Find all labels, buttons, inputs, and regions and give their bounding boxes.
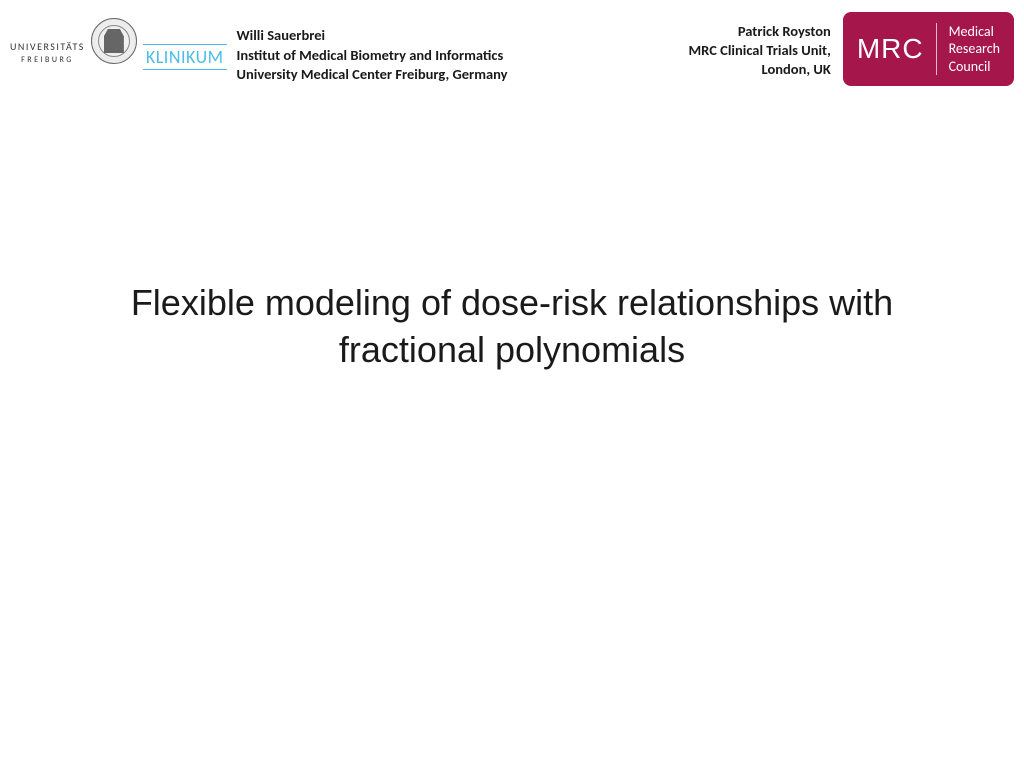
slide-title: Flexible modeling of dose-risk relations… (80, 280, 944, 374)
left-author-name: Willi Sauerbrei (237, 26, 508, 46)
mrc-word-1: Medical (949, 23, 1000, 41)
slide-header: UNIVERSITÄTS FREIBURG KLINIKUM Willi Sau… (0, 0, 1024, 86)
university-logo-text: UNIVERSITÄTS FREIBURG (10, 12, 85, 65)
uni-logo-line1: UNIVERSITÄTS (10, 40, 85, 53)
left-author-affiliation: Willi Sauerbrei Institut of Medical Biom… (237, 26, 508, 85)
university-seal-icon (91, 18, 137, 64)
mrc-logo: MRC Medical Research Council (843, 12, 1014, 86)
right-author-affiliation: Patrick Royston MRC Clinical Trials Unit… (689, 22, 831, 79)
right-affiliation-line2: London, UK (689, 60, 831, 79)
left-affiliation-line1: Institut of Medical Biometry and Informa… (237, 46, 508, 66)
right-author-name: Patrick Royston (689, 22, 831, 41)
mrc-logo-abbrev: MRC (857, 33, 924, 65)
mrc-word-2: Research (949, 40, 1000, 58)
mrc-word-3: Council (949, 58, 1000, 76)
title-area: Flexible modeling of dose-risk relations… (0, 280, 1024, 374)
uni-logo-line2: FREIBURG (21, 55, 74, 65)
left-affiliation-line2: University Medical Center Freiburg, Germ… (237, 65, 508, 85)
mrc-logo-divider (936, 23, 937, 75)
right-affiliation-line1: MRC Clinical Trials Unit, (689, 41, 831, 60)
klinikum-logo-block (91, 12, 137, 64)
left-affiliation-block: UNIVERSITÄTS FREIBURG KLINIKUM Willi Sau… (10, 12, 508, 85)
right-affiliation-block: Patrick Royston MRC Clinical Trials Unit… (689, 12, 1015, 86)
klinikum-wrapper: KLINIKUM (143, 12, 227, 70)
mrc-logo-words: Medical Research Council (949, 23, 1000, 76)
klinikum-label: KLINIKUM (143, 44, 227, 70)
